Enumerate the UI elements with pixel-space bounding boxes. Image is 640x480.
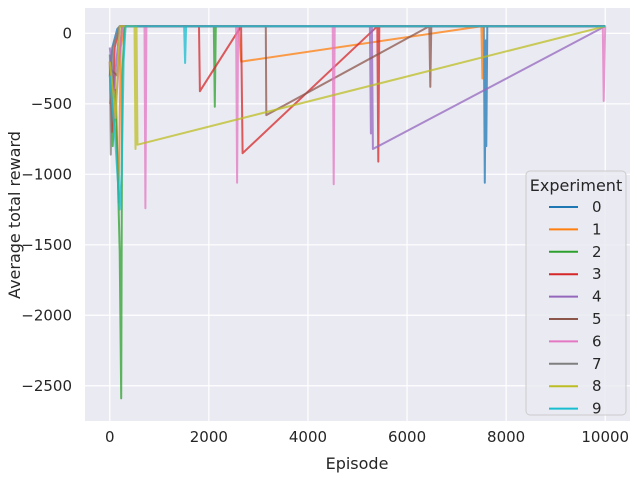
legend-label-7: 7 — [592, 355, 602, 373]
legend-label-2: 2 — [592, 243, 602, 261]
legend-label-6: 6 — [592, 332, 602, 350]
legend-label-9: 9 — [592, 400, 602, 418]
y-tick-labels: 0 −500 −1000 −1500 −2000 −2500 — [21, 24, 72, 394]
series-line-9 — [108, 25, 606, 211]
y-tick-label: −2000 — [21, 306, 72, 324]
legend-label-0: 0 — [592, 198, 602, 216]
legend-label-5: 5 — [592, 310, 602, 328]
x-tick-label: 10000 — [581, 428, 629, 446]
legend-items: 0 1 2 3 4 5 6 7 8 9 — [549, 198, 602, 418]
y-tick-label: 0 — [62, 24, 72, 42]
legend-label-8: 8 — [592, 377, 602, 395]
y-tick-label: −2500 — [21, 377, 72, 395]
series-layer — [108, 25, 607, 400]
x-tick-label: 2000 — [190, 428, 228, 446]
x-tick-label: 0 — [105, 428, 115, 446]
y-tick-label: −1000 — [21, 165, 72, 183]
legend-label-4: 4 — [592, 288, 602, 306]
x-tick-label: 6000 — [388, 428, 426, 446]
legend-label-1: 1 — [592, 220, 602, 238]
y-tick-label: −1500 — [21, 236, 72, 254]
series-line-3 — [108, 25, 606, 163]
x-tick-label: 4000 — [289, 428, 327, 446]
x-tick-labels: 0 2000 4000 6000 8000 10000 — [105, 428, 629, 446]
x-tick-label: 8000 — [487, 428, 525, 446]
legend-title: Experiment — [530, 176, 622, 195]
series-line-8 — [108, 25, 606, 150]
series-line-4 — [108, 25, 606, 150]
y-tick-label: −500 — [31, 95, 72, 113]
legend-label-3: 3 — [592, 265, 602, 283]
y-axis-title: Average total reward — [5, 131, 24, 299]
legend-box — [525, 170, 627, 416]
x-axis-title: Episode — [326, 454, 389, 473]
legend: Experiment 0 1 2 3 4 5 6 7 8 9 — [525, 170, 627, 418]
